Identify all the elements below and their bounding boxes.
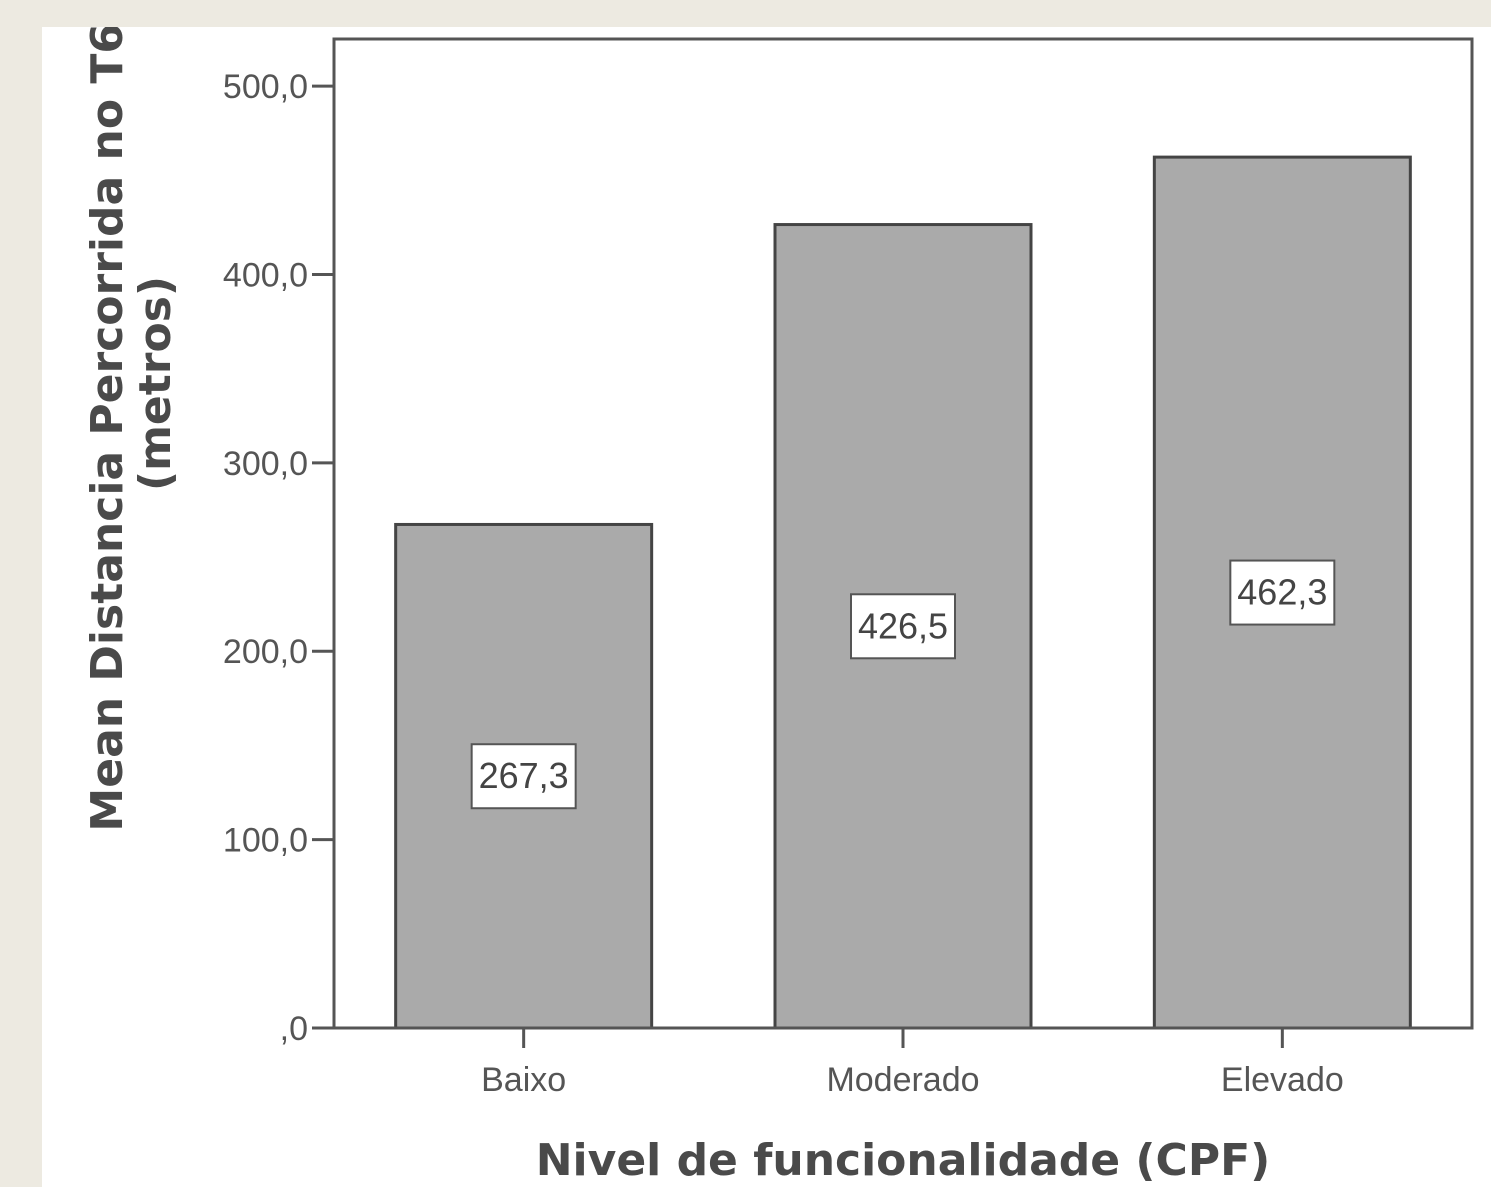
data-label: 267,3 xyxy=(479,755,569,796)
x-tick-label: Baixo xyxy=(481,1061,566,1099)
bar-chart: ,0 100,0 200,0 300,0 400,0 500,0 Baixo Moderad… xyxy=(82,27,1474,1186)
data-label-box xyxy=(1229,559,1336,626)
y-tick-label: 500,0 xyxy=(223,68,308,106)
x-tick-label: Elevado xyxy=(1221,1061,1344,1099)
y-tick-label: 400,0 xyxy=(223,256,308,294)
data-label: 462,3 xyxy=(1237,572,1327,613)
x-tick-label: Moderado xyxy=(826,1061,979,1099)
data-label: 426,5 xyxy=(858,605,948,646)
y-tick-label: ,0 xyxy=(280,1010,308,1048)
y-axis-title-line: (metros) xyxy=(130,276,181,491)
x-axis-title: Nivel de funcionalidade (CPF) xyxy=(536,1135,1271,1186)
y-tick-label: 100,0 xyxy=(223,822,308,860)
y-axis-title-line: Mean Distancia Percorrida no T6MM xyxy=(82,27,133,832)
chart-panel: ,0 100,0 200,0 300,0 400,0 500,0 Baixo Moderad… xyxy=(42,27,1491,1187)
y-axis-title: Mean Distancia Percorrida no T6MM(metros… xyxy=(82,27,181,832)
data-label-box xyxy=(470,743,577,810)
data-label-box xyxy=(850,593,956,660)
y-tick-label: 200,0 xyxy=(223,633,308,671)
y-tick-label: 300,0 xyxy=(223,445,308,483)
